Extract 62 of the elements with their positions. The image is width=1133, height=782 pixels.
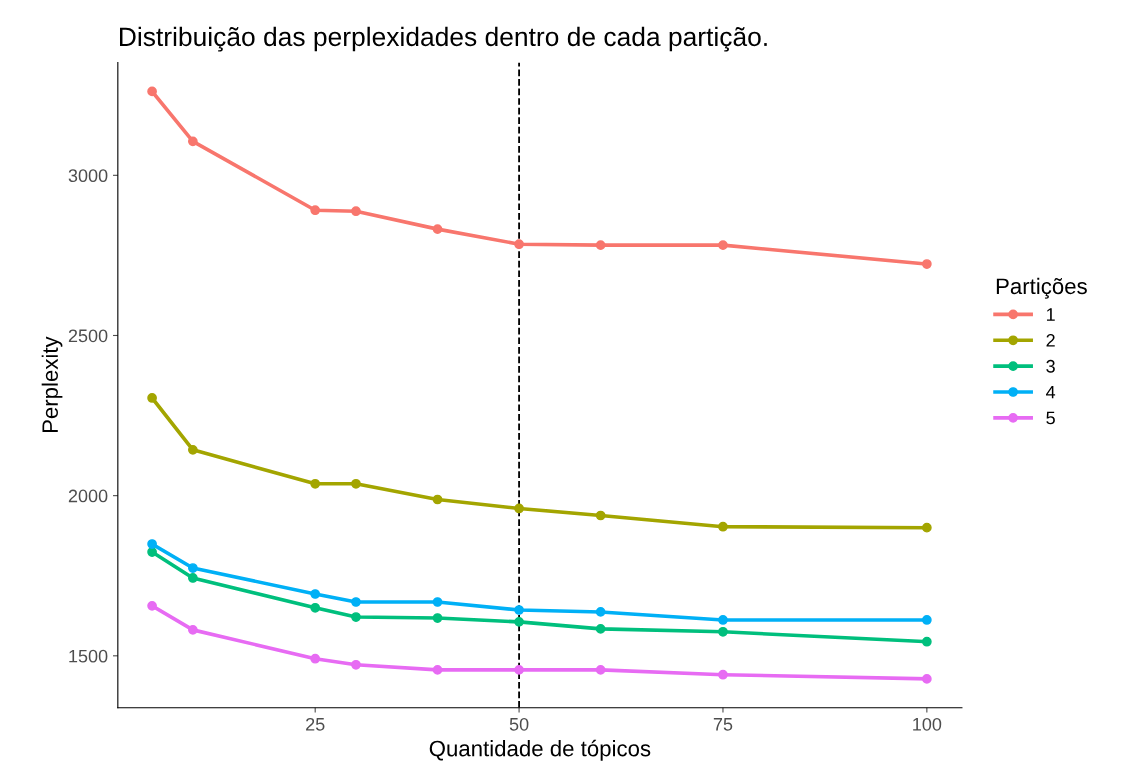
- point: [514, 503, 524, 514]
- point: [147, 393, 157, 403]
- point: [921, 259, 932, 269]
- point: [310, 653, 321, 664]
- point: [187, 136, 198, 147]
- y-tick-label: 2000: [68, 489, 108, 503]
- point: [187, 625, 198, 635]
- legend-label: 4: [1046, 385, 1056, 399]
- y-tick-label: 1500: [69, 649, 108, 663]
- point: [351, 597, 361, 607]
- legend-label: 2: [1046, 334, 1055, 347]
- point: [310, 478, 321, 489]
- point: [351, 612, 361, 622]
- x-axis-title: Quantidade de tópicos: [429, 739, 651, 761]
- x-tick-label: 25: [306, 717, 325, 731]
- x-tick-label: 50: [509, 717, 529, 731]
- point: [147, 600, 157, 611]
- point: [921, 615, 932, 625]
- point: [595, 665, 606, 675]
- point: [432, 597, 443, 607]
- point: [718, 615, 728, 625]
- chart-title: Distribuição das perplexidades dentro de cada partição.: [120, 26, 767, 52]
- point: [718, 240, 728, 251]
- point: [432, 224, 443, 234]
- legend-label: 1: [1046, 308, 1055, 321]
- y-axis-title: Perplexity: [41, 336, 63, 433]
- point: [921, 522, 932, 533]
- point: [351, 478, 361, 489]
- point: [432, 613, 443, 623]
- point: [187, 563, 198, 573]
- point: [310, 589, 321, 599]
- point: [921, 636, 932, 647]
- point: [514, 605, 524, 615]
- x-tick-label: 100: [913, 717, 942, 731]
- point: [187, 444, 198, 455]
- point: [514, 665, 524, 675]
- point: [921, 674, 932, 684]
- point: [432, 494, 443, 505]
- y-tick-label: 3000: [68, 169, 108, 183]
- point: [432, 665, 443, 675]
- point: [514, 239, 524, 250]
- legend-label: 3: [1046, 359, 1055, 373]
- point: [718, 521, 728, 532]
- point: [718, 626, 728, 637]
- point: [147, 539, 157, 549]
- point: [147, 547, 157, 557]
- point: [310, 205, 321, 216]
- point: [351, 206, 361, 217]
- point: [351, 659, 361, 670]
- point: [595, 624, 606, 634]
- legend-title: Partições: [996, 277, 1087, 299]
- point: [595, 240, 606, 251]
- point: [595, 510, 606, 521]
- x-tick-label: 75: [713, 718, 733, 731]
- point: [187, 573, 198, 583]
- legend-label: 5: [1046, 411, 1055, 425]
- y-tick-label: 2500: [68, 329, 108, 343]
- point: [595, 607, 606, 617]
- point: [310, 602, 321, 613]
- point: [147, 86, 157, 97]
- point: [718, 669, 728, 680]
- point: [514, 616, 524, 627]
